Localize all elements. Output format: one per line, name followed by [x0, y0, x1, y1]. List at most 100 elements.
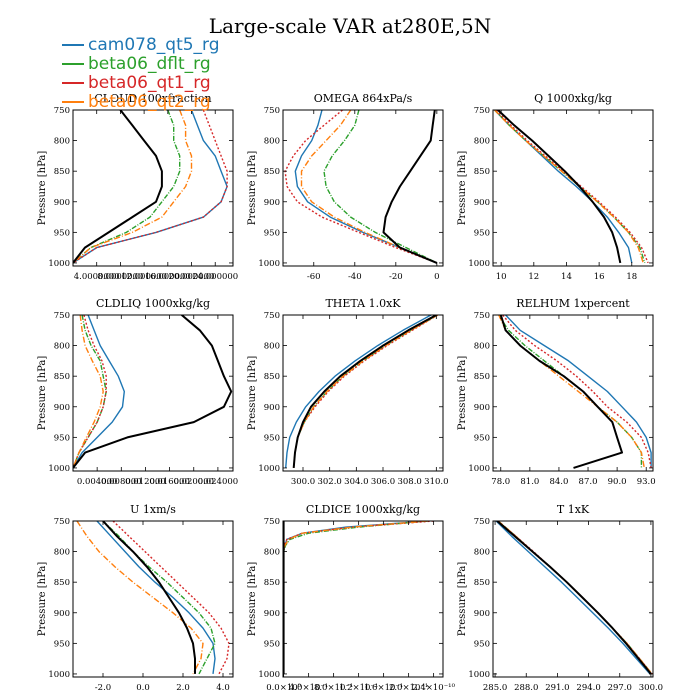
- x-tick-label: 16: [594, 272, 605, 282]
- y-tick-label: 800: [54, 137, 70, 147]
- x-tick-label: 12.000000: [121, 272, 167, 282]
- y-tick-label: 850: [54, 372, 70, 382]
- panel-title: RELHUM 1xpercent: [516, 297, 630, 310]
- y-tick-label: 1000: [48, 259, 70, 269]
- y-tick-label: 1000: [258, 464, 280, 474]
- x-tick-label: 1.6×10⁻¹: [364, 683, 403, 693]
- panel-title: U 1xm/s: [130, 503, 176, 516]
- x-tick-label: 18: [626, 272, 637, 282]
- x-tick-label: 291.0: [545, 683, 569, 693]
- y-tick-label: 1000: [258, 259, 280, 269]
- series-line-beta06_qt2_rg: [73, 110, 193, 264]
- series-line-beta06_qt2_rg: [283, 521, 428, 674]
- plot-frame: [492, 314, 654, 472]
- x-tick-label: 302.0: [317, 477, 341, 487]
- x-tick-label: 0.0: [136, 683, 150, 693]
- series-line-beta06_qt1_rg: [293, 315, 439, 468]
- y-tick-label: 900: [54, 198, 70, 208]
- y-tick-label: 800: [474, 137, 490, 147]
- series-line-beta06_qt1_rg: [283, 521, 434, 674]
- y-tick-label: 1000: [468, 464, 490, 474]
- y-axis-label: Pressure [hPa]: [457, 151, 468, 226]
- x-tick-label: 0.008000: [101, 477, 142, 487]
- legend-swatch: [62, 63, 84, 65]
- x-tick-label: 0.012000: [125, 477, 166, 487]
- plot-frame: [282, 520, 444, 678]
- series-group: [494, 110, 649, 264]
- series-line-black: [496, 521, 652, 675]
- x-tick-label: 304.0: [344, 477, 368, 487]
- series-line-black: [73, 110, 163, 264]
- panel-title: CLOUD 100xfraction: [94, 92, 211, 105]
- y-tick-label: 1000: [468, 670, 490, 680]
- x-tick-label: 308.0: [397, 477, 421, 487]
- x-tick-label: 0.024000: [198, 477, 239, 487]
- x-tick-label: 4.0×10⁻¹: [289, 683, 328, 693]
- x-tick-label: 285.0: [483, 683, 507, 693]
- plot-frame: [492, 109, 654, 267]
- x-tick-label: -40: [348, 272, 362, 282]
- x-tick-label: 294.0: [576, 683, 600, 693]
- legend-entry: beta06_dflt_rg: [62, 55, 220, 74]
- y-tick-label: 800: [474, 548, 490, 558]
- panel-title: T 1xK: [557, 503, 590, 516]
- series-line-beta06_qt2_rg: [73, 315, 104, 469]
- y-tick-label: 950: [54, 228, 70, 238]
- series-line-beta06_dflt_rg: [102, 521, 216, 675]
- series-line-beta06_qt2_rg: [300, 110, 438, 264]
- x-tick-label: 20.000000: [169, 272, 215, 282]
- y-axis-label: Pressure [hPa]: [457, 562, 468, 637]
- series-line-black: [497, 110, 622, 264]
- series-line-beta06_dflt_rg: [293, 315, 439, 468]
- y-tick-label: 850: [54, 578, 70, 588]
- y-tick-label: 900: [264, 609, 280, 619]
- y-tick-label: 950: [264, 228, 280, 238]
- x-tick-label: 306.0: [371, 477, 395, 487]
- y-tick-label: 900: [264, 198, 280, 208]
- y-tick-label: 900: [264, 403, 280, 413]
- y-tick-label: 750: [264, 517, 280, 527]
- plot-frame: [282, 314, 444, 472]
- y-tick-label: 850: [264, 578, 280, 588]
- series-line-beta06_qt2_rg: [293, 315, 439, 468]
- y-tick-label: 750: [474, 311, 490, 321]
- plot-frame: [72, 520, 234, 678]
- x-tick-label: 2.0×10⁻¹: [389, 683, 428, 693]
- series-group: [73, 315, 233, 469]
- x-tick-label: -20: [389, 272, 403, 282]
- x-tick-label: 24.000000: [192, 272, 238, 282]
- x-tick-label: 8.0×10⁻¹: [314, 683, 353, 693]
- y-tick-label: 1000: [468, 259, 490, 269]
- series-line-cam078_qt5_rg: [96, 521, 216, 674]
- x-tick-label: 297.0: [608, 683, 632, 693]
- x-tick-label: 81.0: [520, 477, 539, 487]
- y-tick-label: 900: [474, 609, 490, 619]
- series-line-black: [73, 315, 233, 469]
- legend-swatch: [62, 82, 84, 84]
- x-tick-label: 90.0: [608, 477, 627, 487]
- series-line-beta06_qt1_rg: [73, 315, 107, 469]
- y-tick-label: 800: [474, 342, 490, 352]
- panel: 750 800 850 900 950 1000 -2.0 0.0 2.0 4.0 U 1xm/s P…: [37, 503, 234, 693]
- y-axis-label: Pressure [hPa]: [37, 356, 48, 431]
- y-tick-label: 950: [54, 639, 70, 649]
- y-axis-label: Pressure [hPa]: [247, 562, 258, 637]
- panel: 750 800 850 900 950 1000 4.00000008.000000012.…: [37, 92, 238, 282]
- panel-title: CLDICE 1000xkg/kg: [306, 503, 420, 516]
- y-tick-label: 950: [474, 228, 490, 238]
- panel: 750 800 850 900 950 1000 10 12 14 16 18 Q 1000xkg/k…: [457, 92, 654, 282]
- series-line-cam078_qt5_rg: [73, 315, 126, 469]
- y-tick-label: 750: [264, 311, 280, 321]
- x-tick-label: 288.0: [514, 683, 538, 693]
- series-line-black: [499, 315, 623, 469]
- y-tick-label: 850: [474, 578, 490, 588]
- panel-title: OMEGA 864xPa/s: [314, 92, 413, 105]
- series-line-cam078_qt5_rg: [283, 521, 428, 674]
- y-tick-label: 850: [54, 167, 70, 177]
- series-line-beta06_qt1_rg: [112, 521, 230, 675]
- y-tick-label: 750: [474, 517, 490, 527]
- x-tick-label: 2.0: [176, 683, 190, 693]
